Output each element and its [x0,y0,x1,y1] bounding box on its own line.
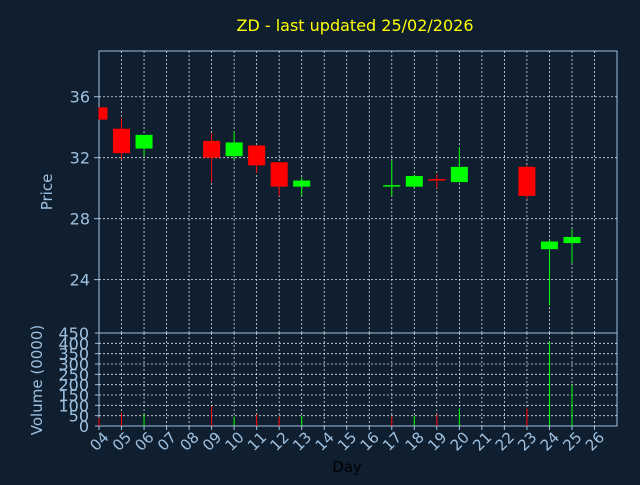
volume-y-tick-label: 50 [69,407,89,426]
candle-body [225,142,243,157]
volume-y-tick-label: 350 [58,345,89,364]
candle-body [99,107,108,120]
candle-body [270,162,288,187]
x-axis-label: Day [332,458,362,476]
price-y-tick-label: 32 [70,149,90,168]
candle-body [518,166,536,196]
volume-y-tick-label: 0 [79,417,89,436]
candle-body [135,134,153,149]
volume-y-tick-label: 100 [58,396,89,415]
price-y-tick-label: 24 [70,271,90,290]
price-y-tick-label: 36 [70,88,90,107]
volume-y-tick-label: 400 [58,334,89,353]
price-panel: 24 28 32 36 [70,50,618,334]
volume-plot-frame [98,332,618,427]
price-y-tick-label: 28 [70,210,90,229]
volume-y-tick-label: 300 [58,355,89,374]
volume-y-tick-label: 200 [58,376,89,395]
candle-body [203,140,221,158]
candle-body [248,145,266,166]
price-axis-label: Price [38,174,56,211]
candle-body [113,128,131,154]
volume-axis-label: Volume (0000) [28,325,46,435]
volume-y-tick-label: 150 [58,386,89,405]
candle-body [540,241,558,250]
candle-body [428,179,446,181]
candle-body [405,175,423,187]
chart-title: ZD - last updated 25/02/2026 [236,16,473,35]
volume-y-tick-label: 450 [58,324,89,343]
volume-y-tick-label: 250 [58,365,89,384]
candle-body [383,185,401,187]
candle-body [293,180,311,187]
candle-body [450,166,468,183]
candle-body [563,236,581,244]
